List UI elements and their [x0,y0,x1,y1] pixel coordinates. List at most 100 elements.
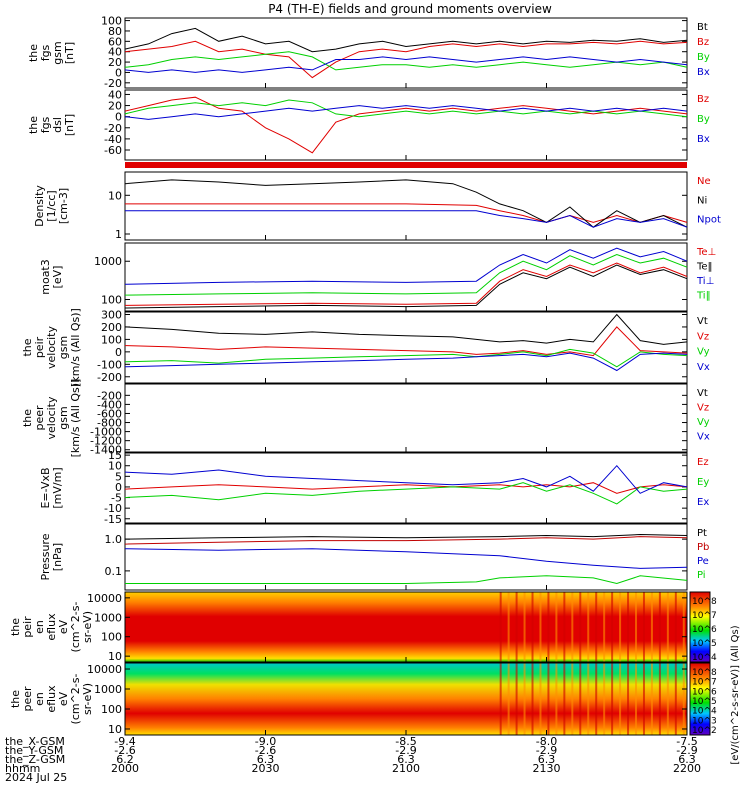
orbit-annotations: the_X-GSM -9.4 -9.0 -8.5 -8.0 -7.5 the_Y-GSM -2… [5,735,701,784]
spectrogram-streak [555,663,558,735]
y-tick-label: 10 [108,460,122,473]
y-tick-label: 60 [108,35,122,48]
legend-Bx: Bx [697,134,710,145]
legend-Ti‖: Ti‖ [696,291,711,302]
red-status-bar [125,162,687,168]
panel-5: -200-400-600-800-1000-1200-1400 the peer ve… [21,379,710,458]
panel-3: 1000 100 moat3 [eV] Te⊥ Te‖ Ti⊥ Ti‖ [39,242,716,312]
y-tick-label: -800 [97,417,122,430]
legend-Te⊥: Te⊥ [696,247,716,258]
spectrogram-streak [539,663,542,735]
spectrogram-streak [571,592,574,662]
y-tick-label: 20 [108,100,122,113]
colorbar-tick: 10^4 [692,653,717,663]
y-tick-label: 10000 [87,592,122,605]
spectrogram-streak [595,592,598,662]
orbit-value: 6.3 [678,753,696,766]
orbit-value: 6.3 [257,753,275,766]
date-label: 2024 Jul 25 [5,771,67,784]
y-axis-label: [km/s (All Qs)] [69,308,82,387]
colorbar-tick: 10^7 [692,611,717,621]
y-tick-label: 10 [108,723,122,736]
y-tick-label: 5 [115,470,122,483]
spectrogram-streak [682,592,685,662]
y-tick-label: 0 [115,66,122,79]
y-axis-label: en [33,620,46,634]
y-axis-label: peir [21,616,34,638]
legend-Ez: Ez [697,457,709,468]
orbit-value: -9.4 [114,735,135,748]
y-axis-label: Pressure [39,533,52,580]
orbit-row-label: hhmm [5,762,40,775]
panel-8: 10000 1000 100 10 the peir en eflux eV (cm^2-s-sr… [9,591,688,663]
panel-frame [124,89,688,161]
legend-By: By [697,114,710,125]
y-axis-label: gsm [51,41,64,64]
y-tick-label: -20 [104,77,122,90]
spectrogram-streak [666,592,669,662]
y-tick-label: 0 [115,346,122,359]
y-tick-label: 40 [108,46,122,59]
legend-Pi: Pi [697,570,706,581]
y-axis-label: eflux [45,685,58,713]
y-axis-label: [1/cc] [45,190,58,221]
spectrogram-streak [587,592,590,662]
series-line-Bx [124,56,688,73]
series-line-Ni [124,179,688,228]
series-line-Te⊥ [124,262,688,306]
orbit-value: -7.5 [676,735,697,748]
spectrogram-streak [523,592,526,662]
legend-Te‖: Te‖ [696,262,713,273]
y-tick-label: 10 [108,650,122,663]
panel-2: 10 1 Density [1/cc] [cm-3] Ne Ni Npot [33,171,721,241]
orbit-value: -2.9 [536,744,557,757]
y-tick-label: -1400 [90,444,122,457]
y-tick-label: 100 [101,293,122,306]
y-axis-label: dsl [51,117,64,133]
spectrogram-streak [650,592,653,662]
legend-Ti⊥: Ti⊥ [696,276,714,287]
y-axis-label: [mV/m] [51,467,64,508]
y-tick-label: -600 [97,407,122,420]
series-line-Pe [124,548,688,569]
colorbar-label: [eV/(cm^2-s-sr-eV)] (All Qs) [730,625,741,764]
y-tick-label: -1200 [90,435,122,448]
y-tick-label: 20 [108,56,122,69]
y-tick-label: -400 [97,398,122,411]
orbit-value: 2200 [673,762,701,775]
spectrogram-streak [547,663,550,735]
orbit-value: 2130 [533,762,561,775]
legend-Vy: Vy [697,417,710,428]
series-line-Vy [124,348,688,368]
spectrogram-streak [515,592,518,662]
series-line-Bt [124,27,688,53]
y-tick-label: -100 [97,358,122,371]
legend-Bx: Bx [697,67,710,78]
spectrogram-streak [587,663,590,735]
y-axis-label: [eV] [51,266,64,289]
legend-Npot: Npot [697,215,721,226]
series-line-Pb [124,536,688,545]
series-line-Pi [125,575,688,585]
y-axis-label: [nT] [63,114,76,136]
legend-Ne: Ne [697,176,711,187]
legend-Pt: Pt [697,528,707,539]
legend-Ey: Ey [697,477,709,488]
panel-frame [124,17,688,89]
spectrogram-streak [515,663,518,735]
series-line-Vz [124,326,688,357]
legend-Bt: Bt [697,22,708,33]
spectrogram-streak [555,592,558,662]
spectrogram-streak [571,663,574,735]
y-axis-label: [nPa] [51,543,64,571]
spectrogram-streak [579,663,582,735]
spectrogram-streak [650,663,653,735]
y-axis-label: [cm-3] [57,188,70,224]
y-tick-label: -5 [111,492,122,505]
panel-frame [124,242,688,312]
spectrogram-streak [619,663,622,735]
series-line-Vt [124,313,688,345]
series-line-Bx [124,105,688,120]
y-axis-label: sr-eV) [81,611,94,643]
